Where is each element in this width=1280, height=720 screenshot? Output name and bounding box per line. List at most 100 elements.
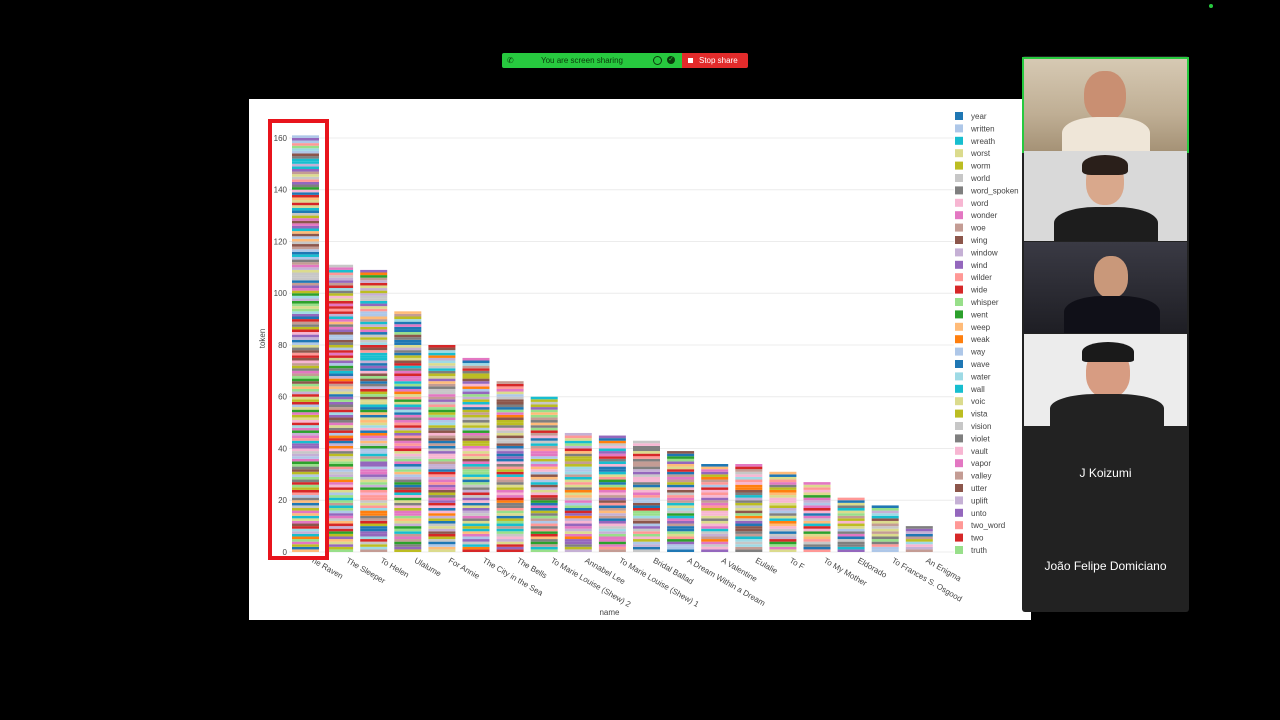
- shield-icon[interactable]: ✓: [667, 56, 675, 64]
- bar-segment: [564, 515, 592, 519]
- bar-segment: [462, 404, 490, 408]
- participant-name-joao-felipe-domiciano[interactable]: João Felipe Domiciano: [1044, 559, 1167, 573]
- bar-segment: [701, 520, 729, 524]
- video-tile-1[interactable]: [1022, 57, 1189, 153]
- legend-label-way: way: [970, 348, 985, 357]
- bar-to-marie-louise-shew-2[interactable]: [530, 396, 558, 552]
- bar-segment: [803, 502, 831, 506]
- bar-segment: [292, 171, 319, 175]
- bar-annabel-lee[interactable]: [564, 432, 592, 552]
- bar-segment: [462, 539, 490, 542]
- bar-segment: [735, 508, 763, 511]
- bar-segment: [598, 435, 626, 439]
- bar-segment: [428, 370, 456, 374]
- bar-segment: [701, 546, 729, 550]
- bar-ulalume[interactable]: [394, 311, 422, 552]
- bar-eulalie[interactable]: [735, 464, 763, 552]
- bar-bridal-ballad[interactable]: [633, 440, 660, 552]
- bar-segment: [292, 539, 319, 542]
- bar-segment: [598, 536, 626, 540]
- bar-segment: [769, 479, 797, 483]
- bar-segment: [462, 357, 490, 361]
- video-tile-4[interactable]: [1024, 334, 1187, 426]
- bar-segment: [462, 443, 490, 446]
- bar-segment: [326, 422, 354, 426]
- bar-segment: [292, 383, 319, 387]
- bar-segment: [735, 539, 763, 542]
- bar-segment: [292, 329, 319, 333]
- bar-to-marie-louise-shew-1[interactable]: [598, 435, 626, 552]
- bar-segment: [462, 549, 490, 552]
- pause-icon[interactable]: [653, 56, 662, 65]
- bar-segment: [564, 531, 592, 534]
- bar-segment: [871, 549, 899, 552]
- bar-segment: [837, 510, 865, 514]
- bar-segment: [667, 508, 695, 511]
- bar-segment: [292, 401, 319, 405]
- bar-segment: [360, 531, 388, 534]
- bar-segment: [633, 539, 660, 542]
- bar-segment: [326, 541, 354, 545]
- bar-segment: [292, 295, 319, 299]
- bar-segment: [496, 510, 524, 514]
- bar-segment: [564, 464, 592, 467]
- bar-a-dream-within-a-dream[interactable]: [667, 451, 695, 552]
- bar-segment: [394, 495, 422, 498]
- bar-segment: [292, 197, 319, 201]
- bar-segment: [360, 513, 388, 516]
- bar-segment: [394, 533, 422, 537]
- bar-segment: [394, 466, 422, 470]
- bar-segment: [667, 487, 695, 490]
- bar-segment: [564, 546, 592, 550]
- bar-segment: [735, 492, 763, 496]
- legend-swatch: [955, 298, 963, 306]
- legend-label-went: went: [970, 310, 989, 319]
- bar-the-sleeper[interactable]: [326, 264, 354, 552]
- bar-an-enigma[interactable]: [905, 526, 933, 552]
- bar-segment: [428, 546, 456, 550]
- bar-segment: [428, 363, 456, 366]
- bar-segment: [633, 448, 660, 452]
- bar-segment: [394, 319, 422, 322]
- bar-for-annie[interactable]: [428, 344, 456, 552]
- bar-segment: [326, 368, 354, 371]
- bar-segment: [701, 518, 729, 521]
- bar-segment: [326, 469, 354, 472]
- bar-segment: [496, 383, 524, 387]
- legend-label-window: window: [970, 248, 998, 257]
- bar-segment: [326, 487, 354, 490]
- bar-segment: [292, 324, 319, 327]
- bar-a-valentine[interactable]: [701, 464, 729, 552]
- bar-the-bells[interactable]: [496, 381, 524, 552]
- bar-segment: [428, 386, 456, 389]
- bar-segment: [360, 505, 388, 509]
- bar-segment: [871, 533, 899, 537]
- bar-segment: [564, 445, 592, 449]
- bar-segment: [292, 420, 319, 423]
- participant-name-j-koizumi[interactable]: J Koizumi: [1079, 466, 1132, 480]
- bar-segment: [428, 482, 456, 485]
- bar-segment: [326, 453, 354, 457]
- bar-segment: [394, 513, 422, 516]
- bar-to-my-mother[interactable]: [803, 482, 831, 552]
- bar-segment: [326, 342, 354, 345]
- bar-the-city-in-the-sea[interactable]: [462, 357, 490, 552]
- bar-segment: [360, 280, 388, 283]
- bar-the-raven[interactable]: [292, 135, 319, 552]
- bar-segment: [735, 489, 763, 493]
- video-tile-3[interactable]: [1024, 242, 1187, 333]
- bar-to-helen[interactable]: [360, 269, 388, 552]
- legend-swatch: [955, 533, 963, 542]
- bar-segment: [360, 539, 388, 542]
- bar-segment: [598, 487, 626, 490]
- bar-segment: [530, 546, 558, 550]
- bar-to-f[interactable]: [769, 471, 797, 552]
- bar-eldorado[interactable]: [837, 497, 865, 552]
- video-tile-2[interactable]: [1024, 151, 1187, 241]
- bar-segment: [667, 510, 695, 514]
- bar-to-frances-s-osgood[interactable]: [871, 505, 899, 552]
- stop-share-button[interactable]: Stop share: [682, 53, 748, 68]
- bar-segment: [360, 370, 388, 374]
- bar-segment: [292, 357, 319, 361]
- bar-segment: [326, 282, 354, 286]
